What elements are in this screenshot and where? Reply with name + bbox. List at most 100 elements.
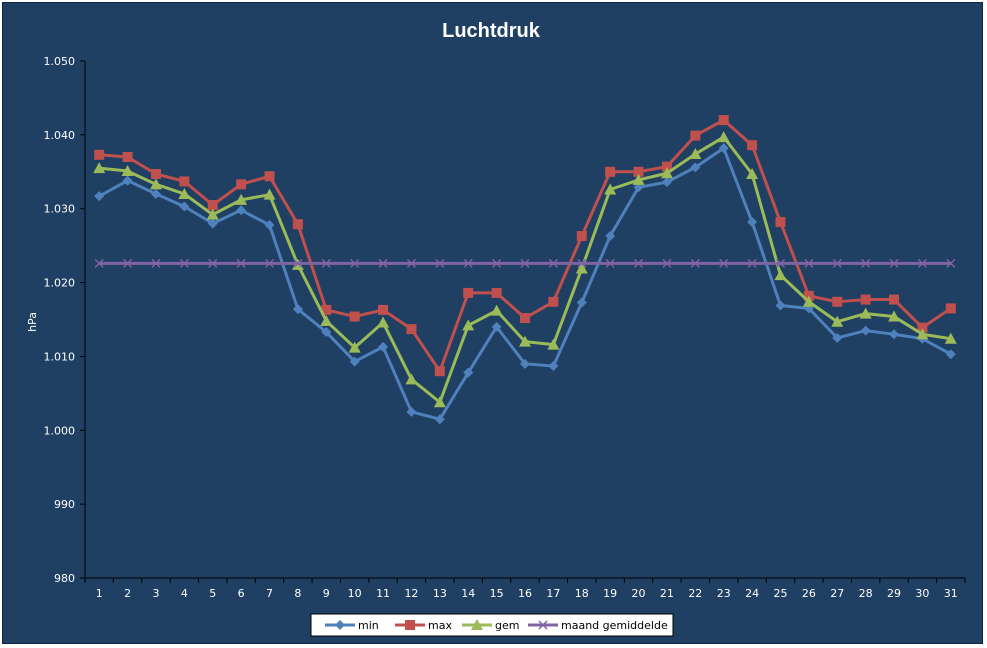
series-gem bbox=[93, 131, 957, 408]
data-point bbox=[747, 140, 758, 151]
data-point bbox=[747, 258, 757, 268]
y-tick-label: 1.020 bbox=[44, 277, 76, 290]
data-point bbox=[802, 295, 815, 307]
data-point bbox=[94, 149, 105, 160]
x-tick-label: 29 bbox=[887, 587, 901, 600]
x-tick-label: 4 bbox=[181, 587, 188, 600]
series-min bbox=[94, 143, 956, 425]
legend-marker bbox=[335, 620, 345, 630]
data-point bbox=[123, 258, 133, 268]
data-point bbox=[775, 217, 786, 228]
x-tick-label: 1 bbox=[96, 587, 103, 600]
data-point bbox=[717, 131, 730, 143]
x-tick-label: 8 bbox=[294, 587, 301, 600]
data-point bbox=[946, 258, 956, 268]
x-tick-label: 19 bbox=[603, 587, 617, 600]
data-point bbox=[945, 349, 956, 360]
data-point bbox=[378, 304, 389, 315]
y-axis-title: hPa bbox=[26, 312, 39, 332]
x-tick-label: 15 bbox=[490, 587, 504, 600]
data-point bbox=[264, 258, 275, 268]
data-point bbox=[320, 314, 333, 326]
data-point bbox=[576, 297, 587, 308]
x-marker-stroke bbox=[435, 258, 445, 268]
data-point bbox=[321, 304, 332, 315]
data-point bbox=[662, 258, 672, 268]
data-point bbox=[378, 341, 389, 352]
data-point bbox=[292, 304, 303, 315]
data-point bbox=[207, 200, 218, 211]
data-point bbox=[235, 193, 248, 205]
data-point bbox=[263, 188, 276, 200]
data-point bbox=[548, 361, 559, 372]
x-tick-label: 24 bbox=[745, 587, 759, 600]
x-tick-label: 26 bbox=[802, 587, 816, 600]
x-tick-label: 18 bbox=[575, 587, 589, 600]
data-point bbox=[434, 414, 445, 425]
x-marker-stroke bbox=[548, 258, 558, 268]
data-point bbox=[859, 307, 872, 319]
data-point bbox=[179, 201, 190, 212]
data-point bbox=[207, 218, 218, 229]
data-point bbox=[690, 162, 701, 173]
x-tick-label: 2 bbox=[124, 587, 131, 600]
data-point bbox=[150, 169, 161, 180]
data-point bbox=[719, 258, 729, 268]
x-marker-stroke bbox=[605, 258, 615, 268]
legend: min max gem maand gemiddelde bbox=[310, 613, 674, 637]
legend-label: gem bbox=[495, 619, 519, 632]
data-point bbox=[661, 177, 672, 188]
data-point bbox=[490, 304, 503, 316]
data-point bbox=[548, 258, 558, 268]
data-point bbox=[633, 166, 644, 177]
series-line bbox=[98, 146, 952, 421]
x-tick-label: 12 bbox=[404, 587, 418, 600]
x-marker-stroke bbox=[690, 258, 700, 268]
data-point bbox=[605, 258, 615, 268]
data-point bbox=[520, 258, 530, 268]
data-point bbox=[661, 161, 672, 172]
x-marker-stroke bbox=[775, 258, 786, 268]
data-point bbox=[179, 176, 190, 187]
x-marker-stroke bbox=[804, 258, 814, 268]
x-marker-stroke bbox=[293, 258, 303, 268]
x-tick-label: 7 bbox=[266, 587, 273, 600]
x-marker-stroke bbox=[236, 258, 246, 268]
data-point bbox=[634, 258, 644, 268]
data-point bbox=[520, 358, 530, 369]
series-layer bbox=[93, 115, 957, 425]
data-point bbox=[747, 217, 758, 228]
data-point bbox=[236, 205, 247, 216]
x-tick-label: 28 bbox=[859, 587, 873, 600]
x-marker-stroke bbox=[719, 258, 729, 268]
data-point bbox=[264, 219, 275, 230]
data-point bbox=[406, 406, 417, 417]
data-point bbox=[178, 187, 191, 199]
x-marker-stroke bbox=[492, 258, 502, 268]
chart-title: Luchtdruk bbox=[442, 20, 541, 42]
data-point bbox=[576, 231, 587, 242]
x-tick-label: 31 bbox=[944, 587, 958, 600]
x-marker-stroke bbox=[123, 258, 133, 268]
x-marker-stroke bbox=[179, 258, 189, 268]
x-marker-stroke bbox=[832, 258, 842, 268]
y-tick-label: 1.010 bbox=[44, 350, 76, 363]
data-point bbox=[718, 143, 729, 154]
x-tick-label: 14 bbox=[461, 587, 475, 600]
legend-label: min bbox=[358, 619, 379, 632]
data-point bbox=[463, 367, 474, 378]
data-point bbox=[463, 258, 473, 268]
x-marker-stroke bbox=[208, 258, 218, 268]
x-marker-stroke bbox=[520, 258, 530, 268]
data-point bbox=[944, 332, 957, 344]
legend-marker bbox=[538, 620, 548, 630]
data-point bbox=[660, 167, 673, 179]
x-tick-label: 5 bbox=[209, 587, 216, 600]
data-point bbox=[945, 303, 956, 314]
data-point bbox=[889, 258, 899, 268]
data-point bbox=[889, 294, 900, 305]
y-tick-label: 1.030 bbox=[44, 203, 76, 216]
x-marker-stroke bbox=[946, 258, 956, 268]
